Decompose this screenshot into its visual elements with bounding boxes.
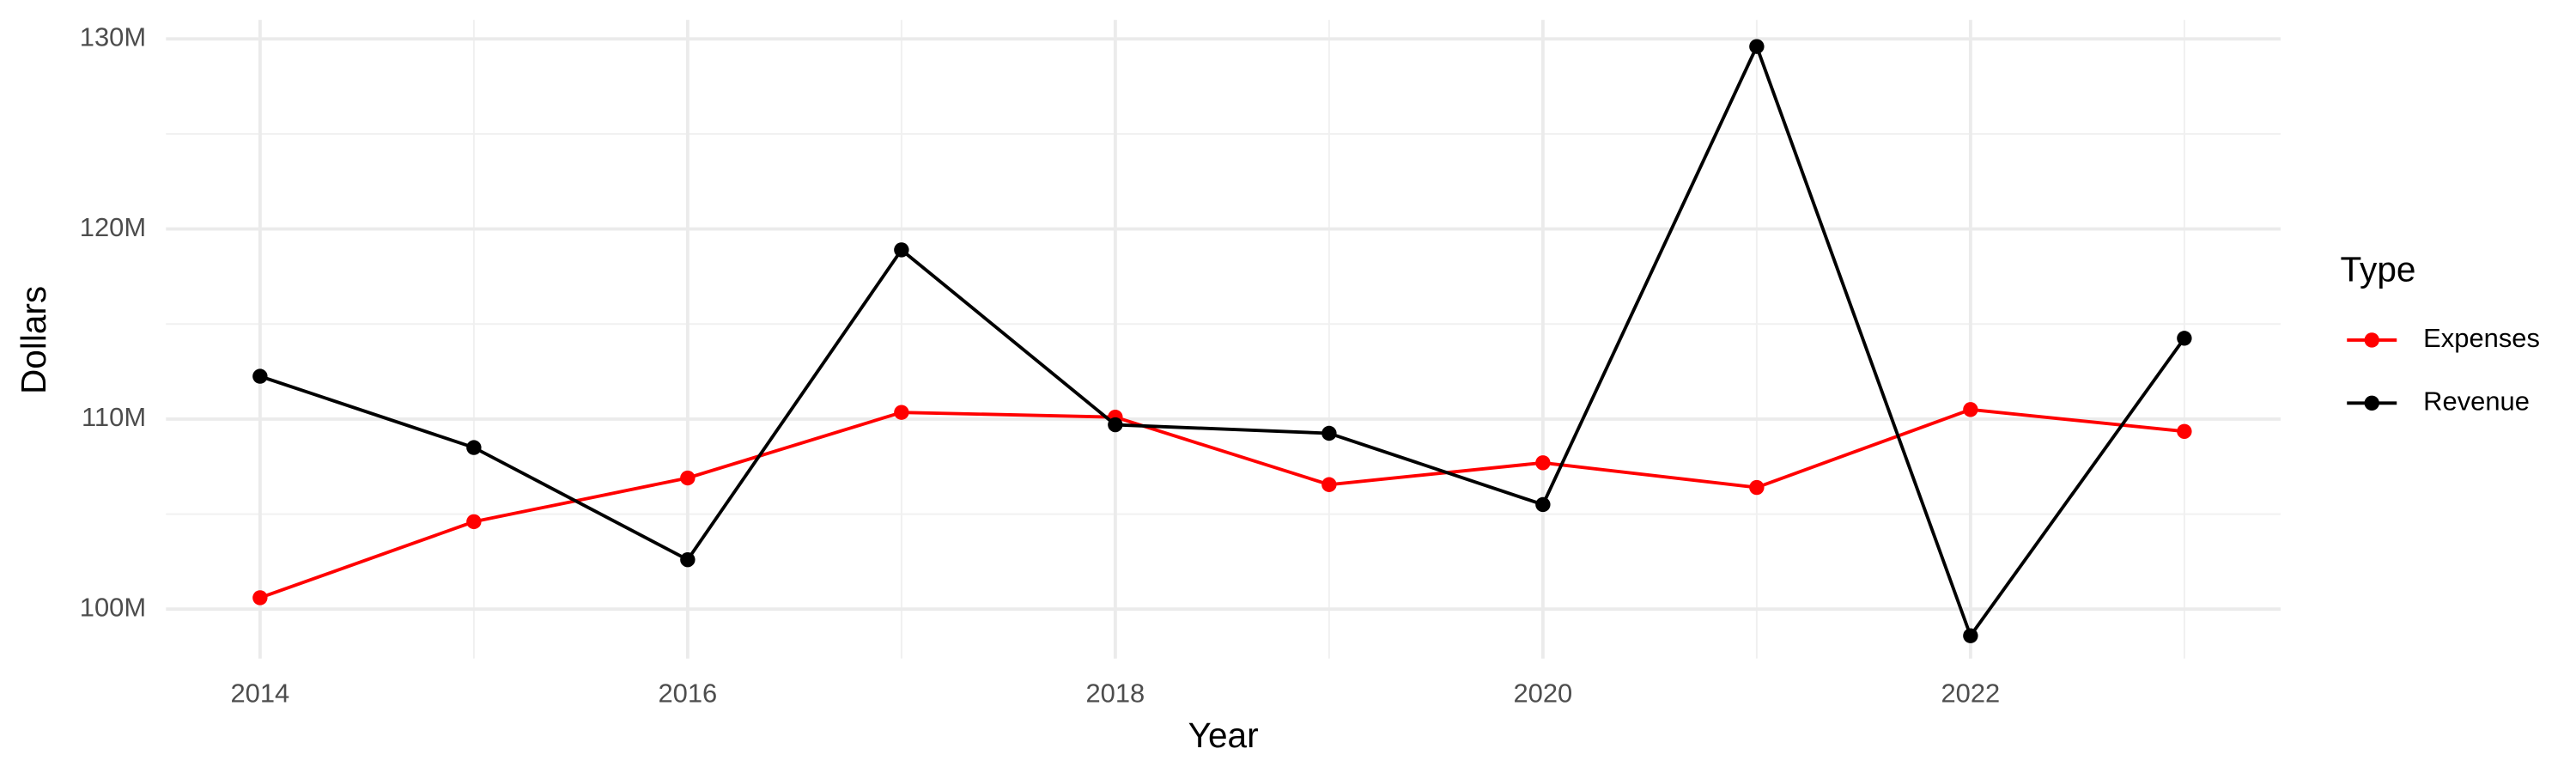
data-point (1535, 496, 1551, 513)
data-point (466, 514, 482, 530)
series-line (259, 42, 2186, 640)
data-point (1963, 628, 1978, 643)
x-tick-label: 2018 (1085, 678, 1145, 708)
series-line (259, 407, 2185, 600)
y-tick-label: 110M (82, 402, 146, 432)
data-point (680, 470, 696, 486)
data-point (252, 368, 268, 384)
data-point (1321, 477, 1337, 492)
data-point (466, 440, 482, 455)
y-tick-label: 120M (80, 212, 146, 242)
legend-swatch-point (2364, 395, 2379, 411)
data-point (1108, 417, 1123, 433)
data-point (252, 590, 268, 606)
x-tick-label: 2020 (1513, 678, 1572, 708)
legend-label: Expenses (2423, 323, 2540, 353)
y-tick-label: 100M (80, 592, 146, 622)
x-tick-label: 2014 (230, 678, 289, 708)
legend-label: Revenue (2423, 386, 2530, 416)
data-point (1749, 39, 1765, 54)
data-point (1321, 425, 1337, 441)
legend-swatch-point (2364, 332, 2379, 348)
x-tick-label: 2022 (1941, 678, 2000, 708)
data-point (1963, 402, 1978, 417)
data-point (2177, 331, 2192, 346)
x-tick-label: 2016 (658, 678, 717, 708)
data-point (2177, 423, 2192, 439)
data-point (1749, 479, 1765, 496)
data-point (1535, 455, 1551, 471)
y-axis-title: Dollars (14, 286, 53, 394)
data-point (680, 551, 696, 568)
legend-title: Type (2341, 249, 2416, 289)
y-tick-label: 130M (80, 21, 146, 52)
x-axis-title: Year (1188, 715, 1259, 755)
data-point (894, 242, 909, 258)
data-point (894, 405, 909, 420)
